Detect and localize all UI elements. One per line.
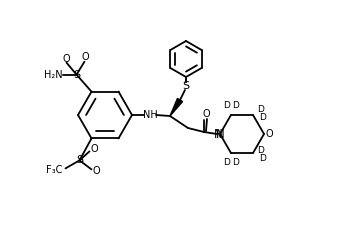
Text: D: D [258, 146, 265, 154]
Text: N: N [216, 127, 224, 140]
Text: S: S [182, 81, 190, 91]
Text: F₃C: F₃C [46, 165, 63, 175]
Text: O: O [82, 52, 89, 62]
Text: D: D [260, 154, 266, 163]
Polygon shape [170, 98, 183, 116]
Text: O: O [63, 54, 70, 64]
Text: D: D [224, 158, 230, 167]
Text: D: D [232, 101, 239, 110]
Text: D: D [258, 106, 265, 114]
Text: D: D [224, 101, 230, 110]
Text: S: S [76, 155, 83, 165]
Text: O: O [93, 166, 100, 176]
Text: O: O [91, 144, 98, 154]
Text: O: O [265, 129, 273, 139]
Text: N: N [214, 127, 222, 140]
Text: S: S [73, 70, 80, 80]
Text: O: O [202, 109, 210, 119]
Text: H₂N: H₂N [44, 70, 63, 80]
Text: D: D [232, 158, 239, 167]
Text: NH: NH [143, 110, 158, 120]
Text: D: D [260, 113, 266, 123]
